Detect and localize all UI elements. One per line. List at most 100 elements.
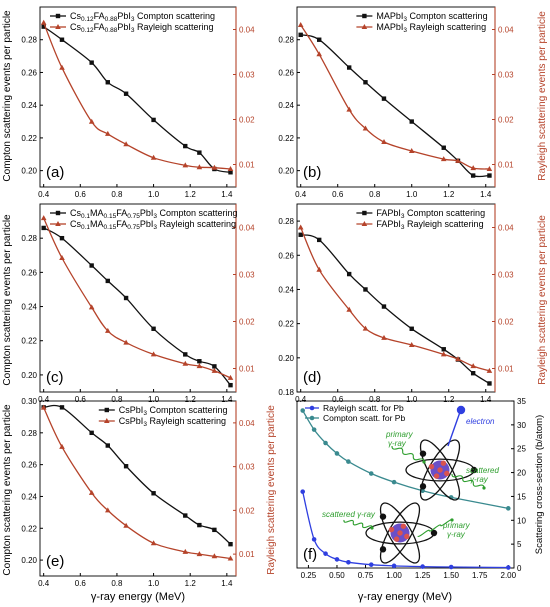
plot-frame: [39, 203, 237, 393]
data-point: [440, 156, 447, 162]
legend-marker: [104, 418, 110, 423]
y-right-tick-label: 0.02: [239, 318, 255, 327]
legend-label: Cs0.12FA0.88PbI3 Compton scattering: [70, 11, 215, 23]
legend-marker: [55, 221, 61, 226]
legend-label: CsPbI3 Rayleigh scattering: [119, 416, 226, 428]
x-tick-label: 1.75: [472, 571, 488, 580]
panel-1: 0.4 0.6 0.8 1.0 1.2 1.4 0.20 0.22 0.24 0.26 0.28 0.…: [278, 6, 514, 199]
x-tick-label: 1.2: [185, 190, 197, 199]
series-line-0: [300, 234, 490, 385]
data-point: [298, 232, 303, 237]
data-point: [455, 157, 461, 163]
legend-label-part: 3: [143, 410, 147, 417]
y-right-tick-label: 0.01: [239, 365, 255, 374]
primary-label-bottom: γ-ray: [447, 530, 466, 539]
y-right-tick-label: 0.01: [498, 365, 514, 374]
data-point: [88, 304, 95, 310]
data-point: [151, 491, 156, 496]
data-point: [196, 164, 203, 170]
legend-label-part: Compton scattering: [157, 208, 238, 218]
data-point: [297, 22, 304, 27]
legend-label-part: 3: [143, 421, 147, 428]
data-point: [41, 225, 46, 231]
y-left-tick-label: 0.24: [21, 303, 37, 312]
series-line-0: [300, 34, 490, 178]
data-point: [123, 464, 129, 469]
data-point: [311, 427, 317, 432]
orbit: [419, 439, 461, 501]
y-right-axis-label-e: Rayleigh scattering events per particle: [266, 405, 277, 575]
y-right-tick-label: 0.04: [239, 419, 255, 428]
electron-dot: [419, 450, 427, 457]
data-point: [151, 326, 156, 331]
y-left-tick-label: 0.22: [21, 524, 37, 533]
y-right-tick-label: 0.04: [239, 224, 255, 233]
y-left-tick-label: 0.28: [21, 429, 37, 438]
legend-label-part: FA: [116, 208, 127, 218]
data-point: [381, 96, 387, 101]
panel-3: 0.4 0.6 0.8 1.0 1.2 1.4 0.18 0.20 0.22 0.24 0.26 0.…: [278, 203, 514, 404]
legend-label-part: Rayleigh scattering: [407, 22, 486, 32]
legend-label-part: 3: [153, 224, 157, 231]
x-tick-label: 0.6: [332, 395, 344, 404]
data-point: [151, 117, 156, 123]
y-right-axis-label-b: Rayleigh scattering events per particle: [537, 11, 548, 181]
nucleon: [400, 523, 407, 529]
x-tick-label: 0.6: [75, 579, 87, 588]
legend-label-part: Rayleigh scattering: [157, 219, 236, 229]
data-point: [123, 522, 129, 528]
data-point: [211, 553, 218, 559]
y-left-tick-label: 0.24: [278, 101, 294, 110]
x-tick-label: 1.4: [221, 395, 233, 404]
scattered-wave-top: [451, 473, 485, 489]
data-point: [105, 507, 111, 513]
data-point: [88, 118, 95, 124]
x-tick-label: 1.25: [415, 571, 431, 580]
series-line-1: [300, 24, 490, 170]
data-point: [470, 173, 476, 178]
data-point: [182, 548, 189, 554]
legend-label-part: PbI: [117, 22, 131, 32]
data-point: [150, 351, 157, 357]
legend-label-part: 0.12: [81, 27, 94, 34]
y-right-tick-label: 0.02: [498, 116, 514, 125]
legend-label: FAPbI3 Compton scattering: [376, 208, 485, 220]
x-tick-label: 1.0: [406, 395, 418, 404]
x-tick-label: 0.8: [111, 190, 123, 199]
upper-atom-icon: [405, 439, 478, 501]
legend-label-part: PbI: [140, 208, 154, 218]
x-tick-label: 1.4: [480, 395, 492, 404]
data-point: [227, 166, 234, 171]
legend-label-part: Cs: [70, 22, 81, 32]
legend-marker: [55, 24, 61, 29]
data-point: [368, 471, 374, 476]
data-point: [211, 164, 218, 170]
legend-marker: [309, 405, 315, 411]
data-point: [227, 374, 234, 380]
electron-dot: [419, 483, 427, 490]
legend-label-part: Cs: [70, 208, 81, 218]
y-right-tick-label: 0.03: [239, 71, 255, 80]
legend-label-part: Cs: [70, 219, 81, 229]
data-point: [40, 215, 47, 221]
x-tick-label: 0.8: [369, 395, 381, 404]
data-point: [408, 342, 415, 347]
series-line-0: [43, 227, 231, 386]
y-left-tick-label: 0.20: [278, 167, 294, 176]
plot-frame: [296, 400, 515, 569]
y-left-tick-label: 0.26: [278, 251, 294, 260]
primary-wave-top: [391, 445, 425, 463]
scattered-label-top: scattered: [466, 466, 499, 475]
y-right-tick-label: 0.04: [498, 224, 514, 233]
nucleon: [440, 460, 447, 466]
y-left-axis-label-top: Compton scattering events per particle: [2, 10, 13, 182]
legend-label-part: Compton scattering: [407, 11, 488, 21]
plot-frame: [296, 6, 496, 188]
legend-marker: [104, 407, 109, 413]
data-point: [59, 255, 65, 260]
data-point: [455, 356, 461, 362]
legend-marker: [361, 24, 368, 29]
series-line-0: [302, 491, 509, 569]
legend-label-part: CsPbI: [119, 405, 144, 415]
data-point: [409, 119, 414, 124]
